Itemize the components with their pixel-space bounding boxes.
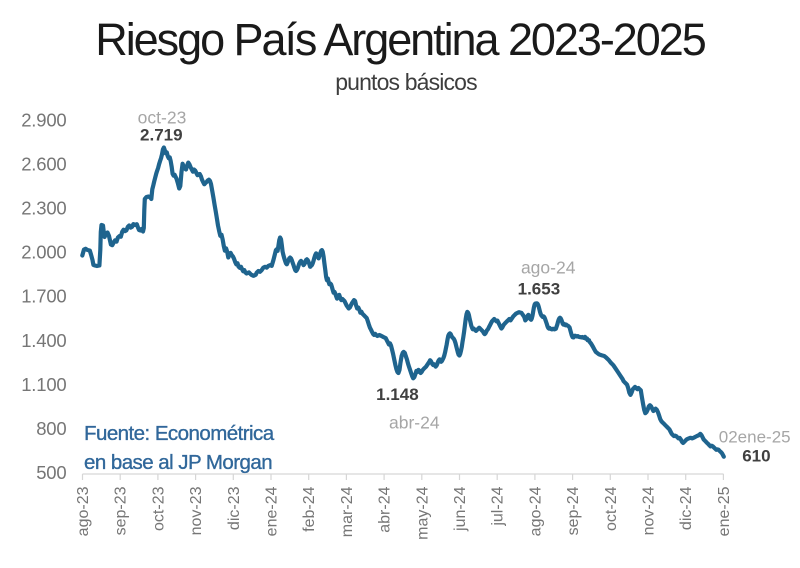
svg-text:jun-24: jun-24: [452, 486, 469, 532]
svg-text:jul-24: jul-24: [490, 486, 507, 526]
svg-text:ene-24: ene-24: [264, 486, 281, 536]
svg-text:feb-24: feb-24: [301, 486, 318, 531]
svg-text:2.000: 2.000: [21, 242, 66, 263]
svg-text:ene-25: ene-25: [716, 486, 733, 536]
svg-text:2.600: 2.600: [21, 154, 66, 175]
svg-text:ago-24: ago-24: [527, 486, 544, 536]
svg-text:abr-24: abr-24: [389, 413, 440, 433]
svg-text:nov-23: nov-23: [188, 486, 205, 535]
svg-text:800: 800: [36, 418, 66, 439]
svg-text:1.700: 1.700: [21, 286, 66, 307]
svg-text:1.653: 1.653: [518, 280, 561, 299]
svg-text:en base al JP Morgan: en base al JP Morgan: [84, 451, 272, 474]
svg-text:02ene-25: 02ene-25: [719, 427, 791, 446]
svg-text:500: 500: [36, 462, 66, 483]
svg-text:1.148: 1.148: [376, 385, 419, 404]
svg-text:sep-23: sep-23: [113, 486, 130, 535]
svg-text:ago-23: ago-23: [75, 486, 92, 536]
svg-text:1.400: 1.400: [21, 330, 66, 351]
svg-text:Fuente: Econométrica: Fuente: Econométrica: [84, 422, 275, 445]
svg-text:dic-24: dic-24: [678, 486, 695, 530]
svg-text:abr-24: abr-24: [377, 486, 394, 532]
svg-text:ago-24: ago-24: [521, 258, 576, 278]
svg-text:may-24: may-24: [414, 486, 431, 539]
svg-text:2.900: 2.900: [21, 110, 66, 131]
svg-text:mar-24: mar-24: [339, 486, 356, 537]
svg-text:610: 610: [742, 447, 770, 466]
svg-text:oct-23: oct-23: [138, 107, 187, 127]
svg-text:sep-24: sep-24: [565, 486, 582, 535]
svg-text:2.719: 2.719: [140, 126, 183, 145]
svg-text:2.300: 2.300: [21, 198, 66, 219]
svg-text:oct-24: oct-24: [603, 486, 620, 531]
svg-text:1.100: 1.100: [21, 374, 66, 395]
svg-text:oct-23: oct-23: [150, 486, 167, 531]
svg-text:nov-24: nov-24: [641, 486, 658, 535]
svg-text:dic-23: dic-23: [226, 486, 243, 530]
